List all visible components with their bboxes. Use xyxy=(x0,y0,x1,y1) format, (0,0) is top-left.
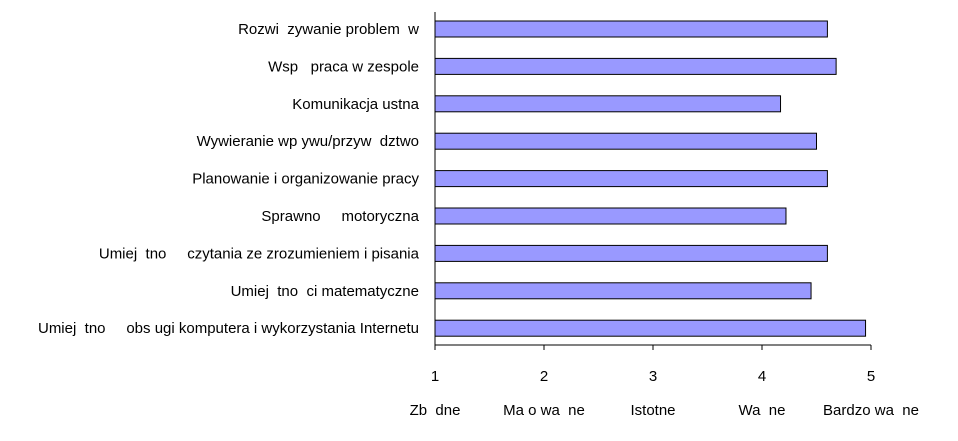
category-label: Komunikacja ustna xyxy=(292,96,419,113)
category-label: Sprawno motoryczna xyxy=(261,208,419,225)
category-labels-group: Rozwi zywanie problem w Wsp praca w zespo… xyxy=(38,21,420,337)
category-label: Planowanie i organizowanie pracy xyxy=(192,171,419,188)
bar xyxy=(434,282,812,300)
x-tick-label: 1 xyxy=(431,368,439,385)
x-tick-label: 2 xyxy=(540,368,548,385)
x-tick-label: 3 xyxy=(649,368,657,385)
category-label: Wsp praca w zespole xyxy=(268,58,419,75)
category-label: Umiej tno ci matematyczne xyxy=(231,283,419,300)
bar xyxy=(434,244,828,262)
category-label: Umiej tno obs ugi komputera i wykorzysta… xyxy=(38,320,419,337)
bar xyxy=(434,170,828,188)
x-ticks-group xyxy=(434,345,872,350)
x-tick-label: 4 xyxy=(758,368,766,385)
x-tick-labels-group: 1 2 3 4 5 xyxy=(431,368,875,385)
category-label: Umiej tno czytania ze zrozumieniem i pis… xyxy=(99,245,420,262)
x-tick-label: 5 xyxy=(867,368,875,385)
scale-label: Wa ne xyxy=(739,402,786,419)
category-label: Wywieranie wp ywu/przyw dztwo xyxy=(197,133,419,150)
bar xyxy=(434,95,782,113)
scale-label: Ma o wa ne xyxy=(503,402,585,419)
scale-label: Zb dne xyxy=(410,402,461,419)
bar xyxy=(434,20,828,38)
bar xyxy=(434,132,817,150)
bars-group xyxy=(434,20,867,337)
scale-labels-group: Zb dne Ma o wa ne Istotne Wa ne Bardzo wa ne xyxy=(410,402,919,419)
bar xyxy=(434,207,787,225)
scale-label: Istotne xyxy=(630,402,675,419)
bar xyxy=(434,319,867,337)
scale-label: Bardzo wa ne xyxy=(823,402,919,419)
category-label: Rozwi zywanie problem w xyxy=(238,21,419,38)
bar xyxy=(434,57,837,75)
